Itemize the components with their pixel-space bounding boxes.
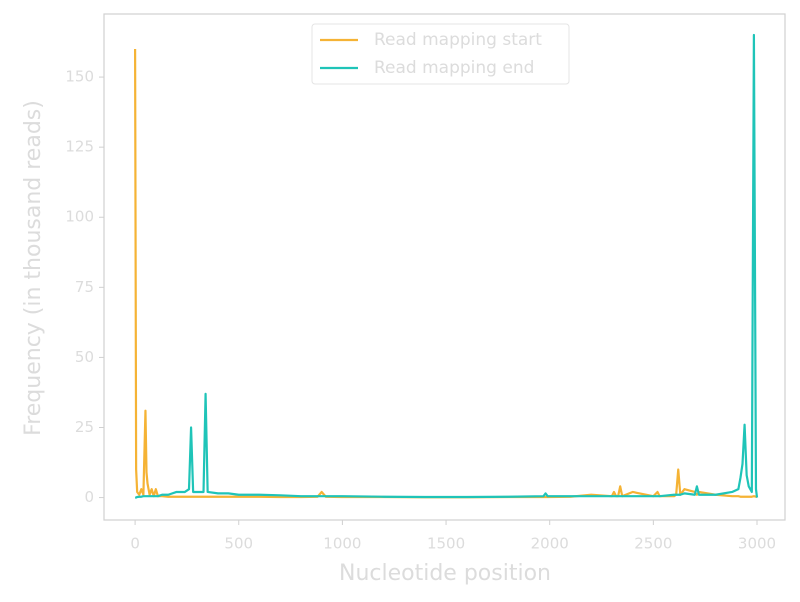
x-tick-label: 1500 [427,535,465,553]
x-axis-label: Nucleotide position [339,561,551,586]
y-tick-label: 50 [75,348,94,366]
legend-label: Read mapping start [374,30,542,50]
y-tick-label: 150 [65,68,94,86]
data-line [134,49,758,499]
legend-box [311,23,570,85]
y-tick-label: 25 [75,418,94,436]
x-tick-label: 2500 [634,535,672,553]
legend-label: Read mapping end [374,58,534,78]
data-line [135,33,759,499]
y-axis-label: Frequency (in thousand reads) [21,100,46,436]
x-tick-label: 0 [130,535,140,553]
x-tick-label: 1000 [323,535,361,553]
y-tick-label: 125 [65,138,94,156]
y-tick-label: 75 [75,278,94,296]
x-tick-label: 2000 [531,535,569,553]
x-tick-label: 500 [224,535,253,553]
y-tick-label: 0 [84,488,94,506]
y-tick-label: 100 [65,208,94,226]
x-tick-label: 3000 [738,535,776,553]
plot-frame [103,13,786,521]
